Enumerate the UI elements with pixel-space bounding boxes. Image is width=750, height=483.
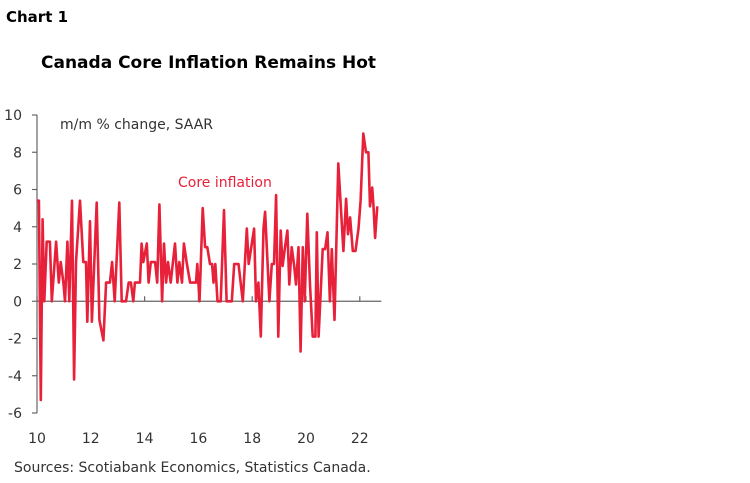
x-tick-label: 14 xyxy=(136,431,154,447)
x-tick-label: 10 xyxy=(28,431,46,447)
y-tick-label: -2 xyxy=(8,332,22,348)
y-tick-label: -4 xyxy=(8,369,22,385)
y-tick-label: -6 xyxy=(8,406,22,422)
y-tick-label: 6 xyxy=(13,183,22,199)
y-tick-label: 10 xyxy=(4,108,22,124)
chart-title: Canada Core Inflation Remains Hot xyxy=(41,53,376,73)
y-tick-label: 0 xyxy=(13,294,22,310)
y-tick-label: 2 xyxy=(13,257,22,273)
x-tick-label: 16 xyxy=(189,431,207,447)
chart-annotation: m/m % change, SAAR xyxy=(60,117,213,133)
x-tick-label: 22 xyxy=(351,431,369,447)
x-tick-label: 18 xyxy=(243,431,261,447)
chart-label: Chart 1 xyxy=(6,8,68,26)
series-label-core-inflation: Core inflation xyxy=(178,175,272,191)
x-tick-label: 12 xyxy=(82,431,100,447)
source-note: Sources: Scotiabank Economics, Statistic… xyxy=(14,460,371,476)
y-tick-label: 4 xyxy=(13,220,22,236)
y-tick-label: 8 xyxy=(13,145,22,161)
x-tick-label: 20 xyxy=(297,431,315,447)
series-line-core-inflation xyxy=(37,132,379,402)
